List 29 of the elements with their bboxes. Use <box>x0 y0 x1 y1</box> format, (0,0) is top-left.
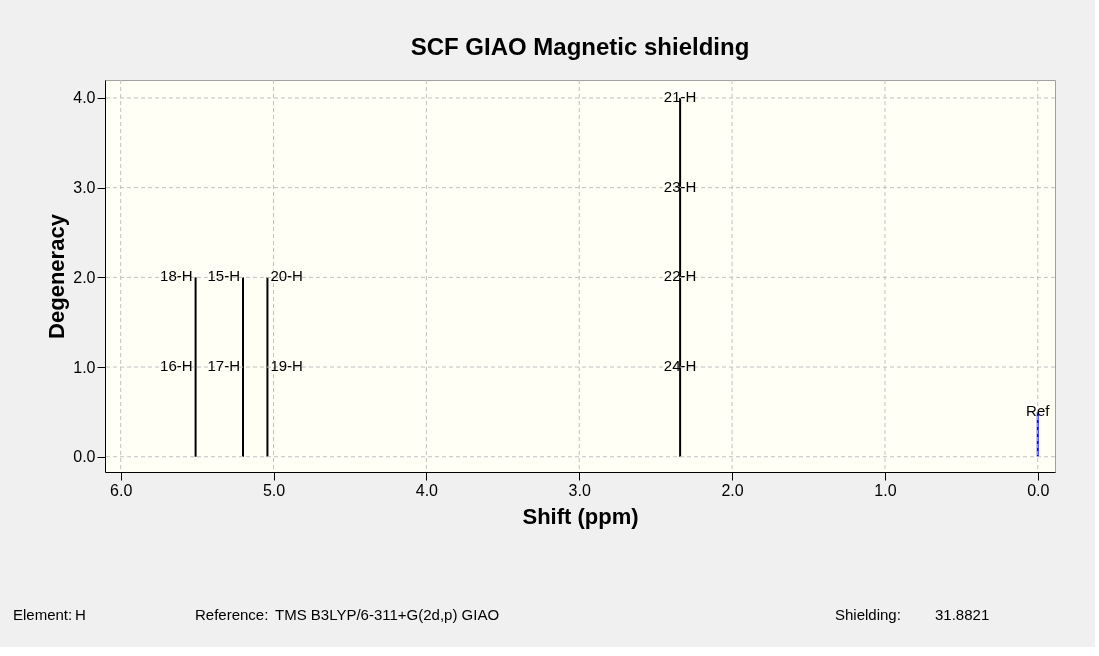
y-tick-label: 1.0 <box>73 358 96 376</box>
text: H <box>75 606 86 623</box>
x-tick-label: 0.0 <box>1027 481 1050 499</box>
x-tick-label: 5.0 <box>262 481 286 499</box>
text: Element: <box>13 606 73 623</box>
x-tick-label: 3.0 <box>568 481 591 499</box>
y-tick-label: 4.0 <box>73 89 96 107</box>
annotation: 18-H <box>160 267 193 285</box>
text: 31.8821 <box>935 606 990 623</box>
annotation: 19-H <box>270 357 303 375</box>
y-tick-label: 0.0 <box>73 448 96 466</box>
text: TMS B3LYP/6-311+G(2d,p) GIAO <box>275 606 500 623</box>
x-tick-label: 1.0 <box>874 481 897 499</box>
text: Reference: <box>195 606 269 623</box>
annotation: Ref <box>1026 401 1051 419</box>
x-tick-label: 4.0 <box>415 481 439 499</box>
chart-title: SCF GIAO Magnetic shielding <box>410 32 750 60</box>
y-tick-label: 2.0 <box>73 268 96 286</box>
annotation: 17-H <box>207 357 240 375</box>
x-tick-label: 6.0 <box>110 481 133 499</box>
annotation: 20-H <box>270 267 303 285</box>
y-tick-label: 3.0 <box>73 179 96 197</box>
annotation: 15-H <box>207 267 240 285</box>
x-axis-title: Shift (ppm) <box>522 503 639 529</box>
y-axis-title: Degeneracy <box>44 213 70 339</box>
annotation: 16-H <box>160 357 193 375</box>
annotation: 21-H <box>663 87 697 105</box>
text: Shielding: <box>835 606 901 623</box>
x-tick-label: 2.0 <box>721 481 744 499</box>
